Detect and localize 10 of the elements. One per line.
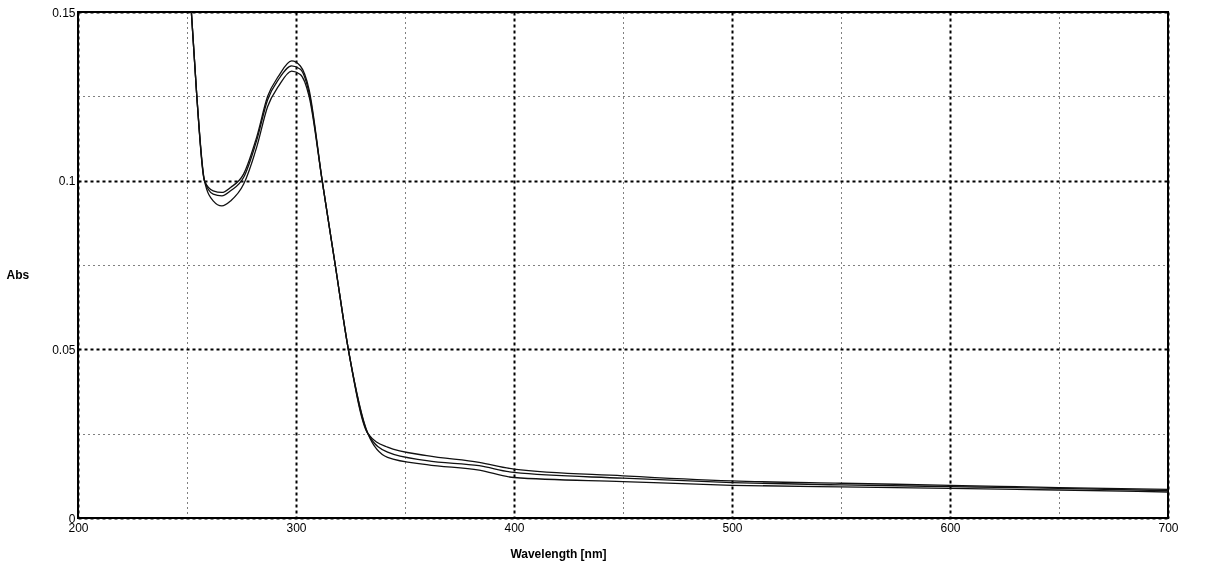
y-tick-label: 0.15 <box>52 5 76 20</box>
x-tick-label: 500 <box>722 520 743 535</box>
x-tick-label: 600 <box>940 520 961 535</box>
x-tick-label: 300 <box>286 520 307 535</box>
y-tick-label: 0.1 <box>58 174 76 189</box>
x-tick-label: 400 <box>504 520 525 535</box>
y-tick-label: 0.05 <box>52 342 76 357</box>
x-tick-label: 700 <box>1158 520 1179 535</box>
y-axis-title: Abs <box>6 267 30 282</box>
x-axis-title: Wavelength [nm] <box>510 546 607 561</box>
